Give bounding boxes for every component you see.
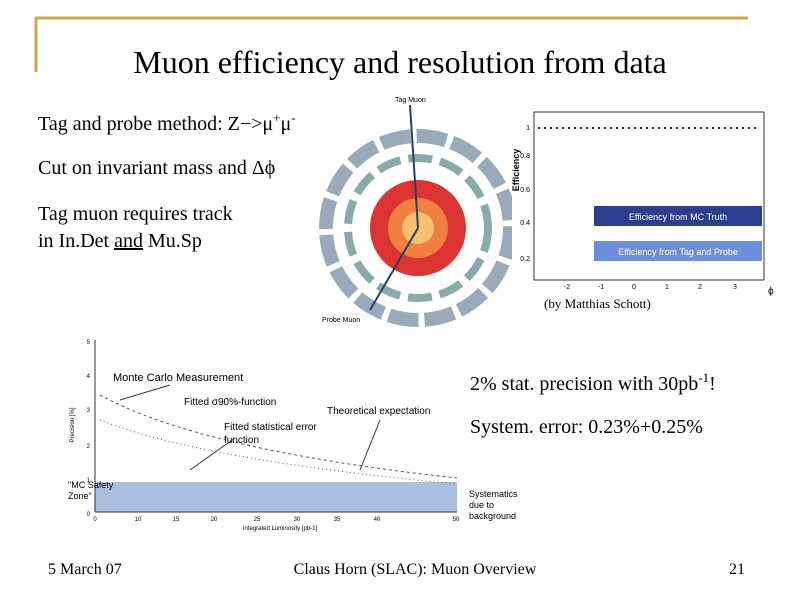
legend-entry: Efficiency from MC Truth	[629, 212, 727, 222]
safety-zone	[95, 482, 457, 512]
curve	[99, 419, 458, 485]
annotation: Monte Carlo Measurement	[113, 372, 243, 384]
y-tick-label: 5	[87, 340, 91, 346]
annotation: due to	[469, 500, 494, 510]
axis-label: ϕ	[768, 286, 774, 297]
x-tick-label: 10	[135, 517, 142, 523]
axis-label: Precision [%]	[70, 407, 76, 442]
text: !	[709, 373, 716, 395]
x-tick-label: 25	[254, 517, 261, 523]
y-tick-label: 1	[87, 478, 91, 484]
legend-box	[594, 241, 762, 261]
page-number: 21	[729, 561, 745, 578]
probe-track	[369, 227, 419, 311]
annotation: Fitted statistical error	[224, 422, 317, 433]
y-tick-label: 0.2	[520, 256, 530, 263]
annotation: Fitted σ90%-function	[184, 397, 276, 408]
underlined: and	[114, 230, 143, 252]
arrow	[189, 437, 236, 471]
sup: -1	[698, 370, 709, 385]
text: Tag and probe method: Z−>μ	[38, 113, 273, 135]
note: System. error: 0.23%+0.25%	[470, 416, 703, 438]
curve	[99, 394, 458, 479]
bullet: in In.Det and Mu.Sp	[38, 230, 202, 252]
x-tick-label: 1	[665, 284, 669, 291]
x-tick-label: 50	[453, 517, 460, 523]
bullet: Tag and probe method: Z−>μ+μ-	[38, 110, 296, 135]
y-tick-label: 4	[87, 374, 91, 380]
arrow	[359, 419, 381, 471]
slide-title: Muon efficiency and resolution from data	[133, 44, 666, 80]
y-tick-label: 3	[87, 408, 91, 414]
sup: +	[273, 110, 280, 125]
footer-date: 5 March 07	[48, 561, 122, 578]
x-tick-label: -2	[564, 284, 570, 291]
text: 2% stat. precision with 30pb	[470, 373, 698, 395]
text: μ	[281, 113, 292, 135]
y-tick-label: 0	[87, 512, 91, 518]
plot-frame	[533, 111, 765, 281]
footer-center: Claus Horn (SLAC): Muon Overview	[294, 561, 537, 578]
figure-label: Probe Muon	[322, 317, 360, 324]
axis-label: Efficiency	[511, 149, 521, 192]
axis-label: Integrated Luminosity [pb-1]	[243, 526, 318, 532]
credit: (by Matthias Schott)	[544, 296, 651, 311]
annotation: "MC Safety	[68, 480, 114, 490]
annotation: Zone"	[68, 491, 92, 501]
text: Mu.Sp	[143, 230, 202, 252]
bullet: Tag muon requires track	[38, 203, 233, 225]
note: 2% stat. precision with 30pb-1!	[470, 370, 716, 395]
legend-box	[594, 206, 762, 226]
y-tick-label: 0.4	[520, 220, 530, 227]
sup: -	[291, 110, 295, 125]
text: in In.Det	[38, 230, 114, 252]
legend-entry: Efficiency from Tag and Probe	[618, 247, 738, 257]
arrow	[119, 384, 171, 401]
bullet: Cut on invariant mass and Δϕ	[38, 157, 275, 179]
x-tick-label: 0	[93, 517, 97, 523]
x-tick-label: 20	[211, 517, 218, 523]
x-tick-label: 0	[632, 284, 636, 291]
y-tick-label: 0.6	[520, 187, 530, 194]
x-tick-label: 2	[698, 284, 702, 291]
annotation: Systematics	[469, 489, 518, 499]
y-tick-label: 1	[526, 125, 530, 132]
middle-ring	[344, 154, 492, 302]
y-tick-label: 0.8	[520, 153, 530, 160]
x-tick-label: 35	[334, 517, 341, 523]
x-tick-label: 40	[374, 517, 381, 523]
figure-label: Tag Muon	[395, 97, 426, 104]
annotation: function	[224, 435, 259, 446]
efficiency-figure: Efficiency 0.2 0.4 0.6 0.8 1 -2 -1 0 1 2 3 ϕ Effi…	[511, 95, 774, 297]
y-tick-label: 2	[87, 444, 91, 450]
detector-figure: Tag Muon Probe Muon	[318, 95, 517, 327]
annotation: Theoretical expectation	[327, 406, 430, 417]
figure-bg	[512, 95, 774, 295]
x-tick-label: 15	[173, 517, 180, 523]
outer-ring	[319, 129, 517, 327]
luminosity-figure: Precision [%] 0 1 2 3 4 5 0 10 15 20 25 30 35 40 50 I…	[65, 335, 518, 532]
tag-track	[409, 104, 419, 229]
x-tick-label: -1	[598, 284, 604, 291]
x-tick-label: 3	[733, 284, 737, 291]
annotation: background	[469, 511, 516, 521]
x-tick-label: 30	[294, 517, 301, 523]
